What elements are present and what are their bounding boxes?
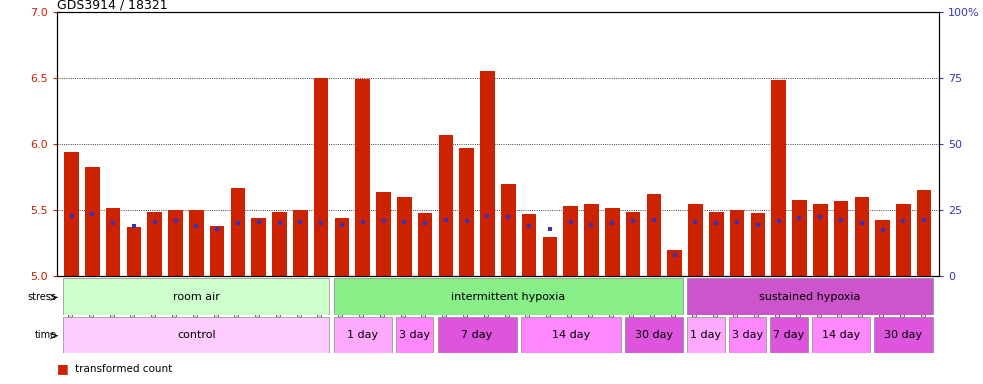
Bar <box>147 212 162 276</box>
Bar <box>874 317 933 353</box>
Bar <box>625 317 683 353</box>
Bar <box>333 317 392 353</box>
Bar <box>418 213 433 276</box>
Text: stress: stress <box>28 291 57 302</box>
Text: 1 day: 1 day <box>690 330 722 340</box>
Bar <box>437 317 517 353</box>
Bar <box>397 197 412 276</box>
Bar <box>501 184 515 276</box>
Bar <box>127 227 142 276</box>
Bar <box>63 278 329 315</box>
Bar <box>334 218 349 276</box>
Bar <box>293 210 308 276</box>
Bar <box>481 71 494 276</box>
Text: intermittent hypoxia: intermittent hypoxia <box>451 291 565 302</box>
Bar <box>396 317 434 353</box>
Bar <box>584 204 599 276</box>
Text: 7 day: 7 day <box>774 330 805 340</box>
Bar <box>459 148 474 276</box>
Bar <box>252 218 266 276</box>
Bar <box>333 278 683 315</box>
Bar <box>687 278 933 315</box>
Bar <box>86 167 99 276</box>
Bar <box>709 212 723 276</box>
Bar <box>272 212 287 276</box>
Text: 1 day: 1 day <box>347 330 378 340</box>
Bar <box>543 237 557 276</box>
Bar <box>917 190 932 276</box>
Bar <box>729 210 744 276</box>
Text: ■: ■ <box>57 362 69 375</box>
Bar <box>522 214 537 276</box>
Bar <box>231 188 245 276</box>
Bar <box>563 206 578 276</box>
Bar <box>687 317 724 353</box>
Bar <box>64 152 79 276</box>
Text: 3 day: 3 day <box>732 330 763 340</box>
Bar <box>209 226 224 276</box>
Text: sustained hypoxia: sustained hypoxia <box>759 291 860 302</box>
Bar <box>751 213 765 276</box>
Bar <box>63 317 329 353</box>
Bar <box>854 197 869 276</box>
Bar <box>896 204 910 276</box>
Text: transformed count: transformed count <box>75 364 172 374</box>
Text: 14 day: 14 day <box>551 330 590 340</box>
Bar <box>728 317 766 353</box>
Text: time: time <box>34 330 57 340</box>
Bar <box>792 200 807 276</box>
Text: 30 day: 30 day <box>635 330 673 340</box>
Bar <box>356 79 370 276</box>
Text: 30 day: 30 day <box>885 330 922 340</box>
Bar <box>605 208 619 276</box>
Text: 7 day: 7 day <box>461 330 492 340</box>
Bar <box>647 194 662 276</box>
Text: 3 day: 3 day <box>399 330 431 340</box>
Bar <box>688 204 703 276</box>
Bar <box>772 80 786 276</box>
Bar <box>438 135 453 276</box>
Bar <box>813 204 828 276</box>
Bar <box>189 210 203 276</box>
Bar <box>812 317 870 353</box>
Bar <box>667 250 682 276</box>
Bar <box>626 212 640 276</box>
Bar <box>376 192 391 276</box>
Bar <box>106 208 121 276</box>
Bar <box>875 220 890 276</box>
Bar <box>314 78 328 276</box>
Text: room air: room air <box>173 291 220 302</box>
Text: 14 day: 14 day <box>822 330 860 340</box>
Bar <box>834 201 848 276</box>
Bar <box>771 317 808 353</box>
Text: control: control <box>177 330 215 340</box>
Bar <box>521 317 620 353</box>
Text: GDS3914 / 18321: GDS3914 / 18321 <box>57 0 168 12</box>
Bar <box>168 210 183 276</box>
